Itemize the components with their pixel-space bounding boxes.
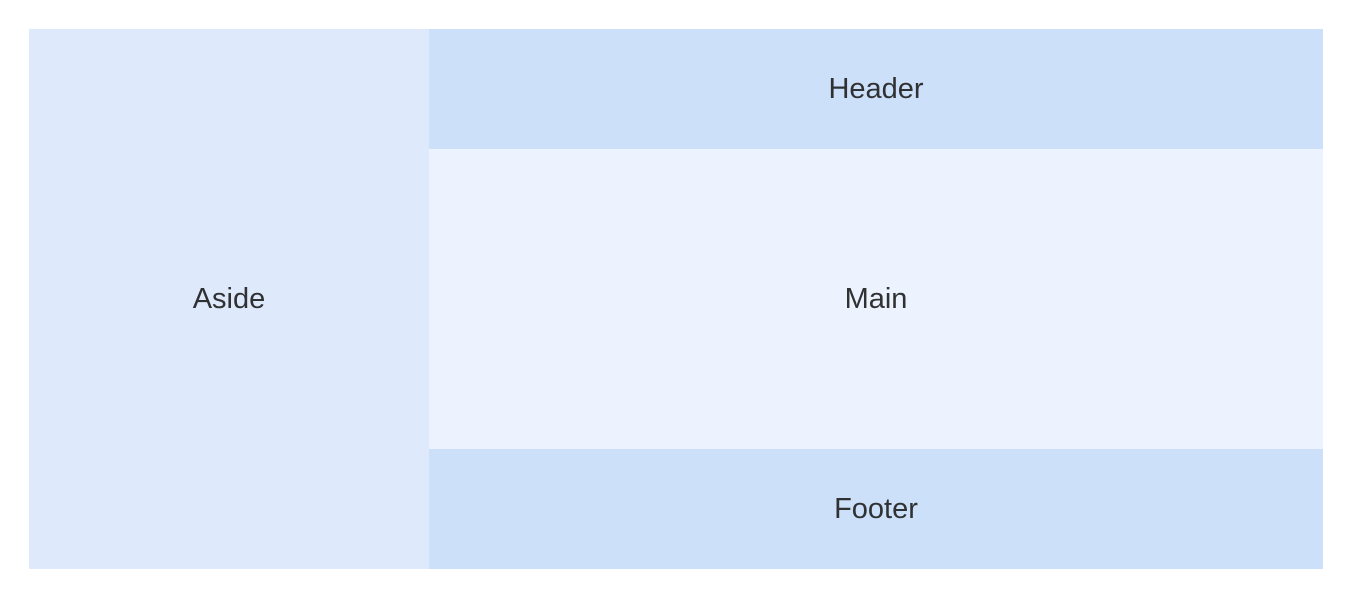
main-label: Main <box>844 282 908 315</box>
header-panel: Header <box>429 29 1323 149</box>
layout-container: Aside Header Main Footer <box>29 29 1323 569</box>
header-label: Header <box>828 72 924 105</box>
footer-panel: Footer <box>429 449 1323 569</box>
content-column: Header Main Footer <box>429 29 1323 569</box>
footer-label: Footer <box>834 492 918 525</box>
aside-label: Aside <box>192 282 266 315</box>
aside-panel: Aside <box>29 29 429 569</box>
main-panel: Main <box>429 149 1323 449</box>
